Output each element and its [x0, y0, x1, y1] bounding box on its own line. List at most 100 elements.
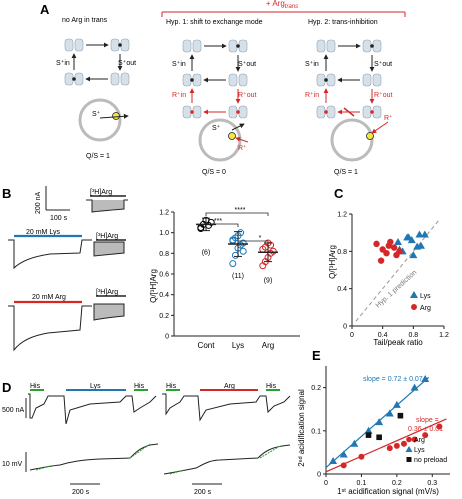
d-his3: His: [166, 383, 177, 390]
b-point: [207, 218, 215, 226]
b-ytick-label: 1.0: [159, 230, 169, 237]
c-point-lys: [420, 230, 429, 238]
c-point-lys: [415, 230, 424, 238]
panel-label-b: B: [2, 186, 11, 201]
b-scale-current: 200 nA: [35, 191, 42, 214]
bracket-title: + Argtrans: [266, 0, 298, 10]
d-his1: His: [30, 383, 41, 390]
c-xtick-label: 0: [350, 332, 354, 339]
transporter-r-in-3: [316, 105, 336, 119]
b-ytick-label: 0.8: [159, 251, 169, 258]
e-slope-red-2: 0.36 ± 0.01: [408, 426, 443, 433]
b-point: [197, 225, 205, 233]
b-n-label: (6): [202, 249, 211, 256]
d-current-trace-2: [162, 393, 291, 422]
cell-2: S⁺ R⁺: [198, 118, 249, 162]
panel-label-e: E: [312, 348, 321, 363]
transporter-empty-out-3: [362, 73, 382, 87]
e-legend-marker-lys: [405, 446, 413, 452]
c-xtick-label: 1.2: [439, 332, 449, 339]
b-point: [239, 247, 247, 255]
e-xtick-label: 0: [324, 480, 328, 487]
bracket-title-pre: + Arg: [266, 0, 285, 8]
c-legend-arg: Arg: [420, 305, 431, 312]
e-ytick-label: 0.1: [311, 428, 321, 435]
e-point-nopreload: [376, 434, 382, 441]
b-ylabel: Q/[³H]Arg: [149, 269, 158, 303]
e-point-lys: [329, 457, 338, 465]
c-ylabel: Q/[³H]Arg: [328, 245, 337, 279]
transporter-loaded-out-2: [182, 73, 202, 87]
b-sig-bracket-low: [237, 240, 269, 244]
b-trace-arg: [8, 305, 92, 352]
b-point: [229, 236, 237, 244]
transporter-empty-in-3: [316, 39, 336, 53]
d-fit-1: [35, 465, 51, 471]
b-point: [239, 239, 247, 247]
transporter-r-in-2: [182, 105, 202, 119]
e-point-nopreload: [397, 412, 404, 419]
e-point-lys: [375, 418, 384, 426]
transporter-loaded-in-1: [110, 38, 130, 52]
panel-label-a: A: [40, 2, 50, 17]
col1-title: no Arg in trans: [62, 17, 108, 24]
b-sig-bracket-mid: [205, 223, 239, 227]
d-scale-time-1: 200 s: [72, 489, 90, 496]
col3-rout: R⁺out: [374, 91, 393, 99]
svg-text:R⁺: R⁺: [384, 114, 393, 122]
e-legend-lys: Lys: [414, 447, 425, 454]
transporter-loaded-in-3: [362, 39, 382, 53]
c-point-arg: [385, 242, 392, 249]
cell-3: R⁺: [330, 114, 393, 162]
c-ytick-label: 1.2: [337, 212, 347, 219]
b-h3arg-label-1: [³H]Arg: [90, 189, 112, 196]
c-legend-marker-lys: [410, 291, 418, 298]
c-legend-lys: Lys: [420, 293, 431, 300]
d-current-trace-1: [28, 393, 157, 425]
e-fit-arg: [325, 418, 447, 473]
e-xtick-label: 0.3: [427, 480, 437, 487]
b-trace-control: [86, 199, 128, 213]
e-point-arg: [411, 436, 418, 443]
e-xlabel: 1ˢᵗ acidification signal (mV/s): [337, 487, 439, 496]
e-point-lys: [350, 439, 359, 447]
b-h3arg-label-2: [³H]Arg: [96, 233, 118, 240]
e-point-arg: [393, 442, 400, 449]
transporter-loaded-out-1: [64, 72, 84, 86]
transporter-r-out-2: [228, 105, 248, 119]
qs-2: Q/S = 0: [202, 169, 226, 176]
b-sig-mid: ***: [214, 218, 222, 225]
c-point-arg: [373, 240, 380, 248]
svg-text:S⁺: S⁺: [212, 124, 221, 132]
e-plot: 0 0.1 0.2 0.3 0 0.1 0.2: [311, 366, 450, 487]
col3-title: Hyp. 2: trans-inhibition: [308, 19, 378, 26]
c-point-arg: [396, 248, 403, 255]
b-ytick-label: 0.2: [159, 313, 169, 320]
col2-rin: R⁺in: [172, 91, 186, 99]
col3-rin: R⁺in: [305, 91, 319, 99]
e-point-arg: [422, 432, 429, 439]
e-ytick-label: 0.2: [311, 385, 321, 392]
bracket-title-sub: trans: [285, 4, 298, 10]
b-ytick-label: 0.4: [159, 292, 169, 299]
c-point-arg: [377, 257, 385, 264]
c-xtick-label: 0.4: [378, 332, 388, 339]
d-voltage-trace-2: [163, 444, 291, 475]
svg-text:R⁺: R⁺: [238, 144, 247, 152]
panel-label-d: D: [2, 380, 11, 395]
col2-sin: S⁺in: [172, 60, 186, 68]
col1-sout: S⁺out: [118, 59, 136, 67]
qs-3: Q/S = 1: [334, 169, 358, 176]
d-fit-3: [169, 469, 185, 475]
e-point-lys: [410, 383, 419, 391]
b-category-label: Arg: [262, 341, 274, 350]
e-point-lys: [392, 400, 401, 408]
e-point-lys: [385, 409, 394, 417]
e-legend-marker-nopreload: [406, 457, 412, 462]
c-xlabel: Tail/peak ratio: [373, 338, 423, 347]
b-category-label: Cont: [198, 341, 216, 350]
b-sig-low: *: [259, 235, 262, 242]
panel-label-c: C: [334, 186, 344, 201]
d-scale-time-2: 200 s: [194, 489, 212, 496]
b-scale-time: 100 s: [50, 215, 68, 222]
